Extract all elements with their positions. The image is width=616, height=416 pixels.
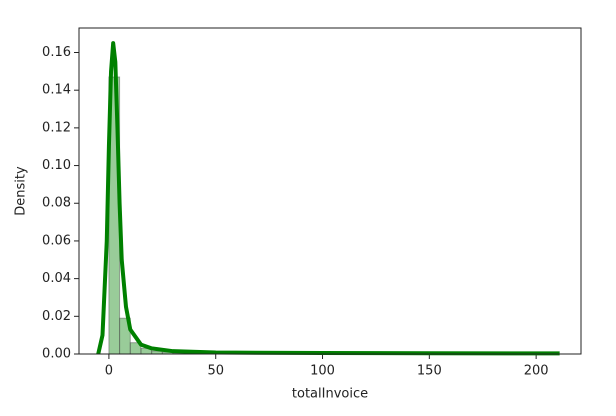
y-tick-label: 0.02: [42, 309, 71, 324]
y-tick-label: 0.08: [42, 196, 71, 211]
y-tick-label: 0.04: [42, 271, 71, 286]
y-axis-label: Density: [14, 166, 29, 216]
y-tick-label: 0.00: [42, 347, 71, 362]
x-tick-label: 150: [417, 364, 442, 379]
x-tick-label: 50: [207, 364, 224, 379]
x-tick-label: 200: [524, 364, 549, 379]
y-tick-label: 0.16: [42, 45, 71, 60]
x-axis-label: totalInvoice: [292, 387, 368, 402]
y-tick-label: 0.12: [42, 120, 71, 135]
kde-line: [98, 43, 559, 354]
x-tick-label: 100: [310, 364, 335, 379]
x-tick-label: 0: [105, 364, 113, 379]
plot-frame: [79, 28, 581, 354]
y-tick-label: 0.06: [42, 233, 71, 248]
y-tick-label: 0.14: [42, 83, 71, 98]
y-tick-label: 0.10: [42, 158, 71, 173]
